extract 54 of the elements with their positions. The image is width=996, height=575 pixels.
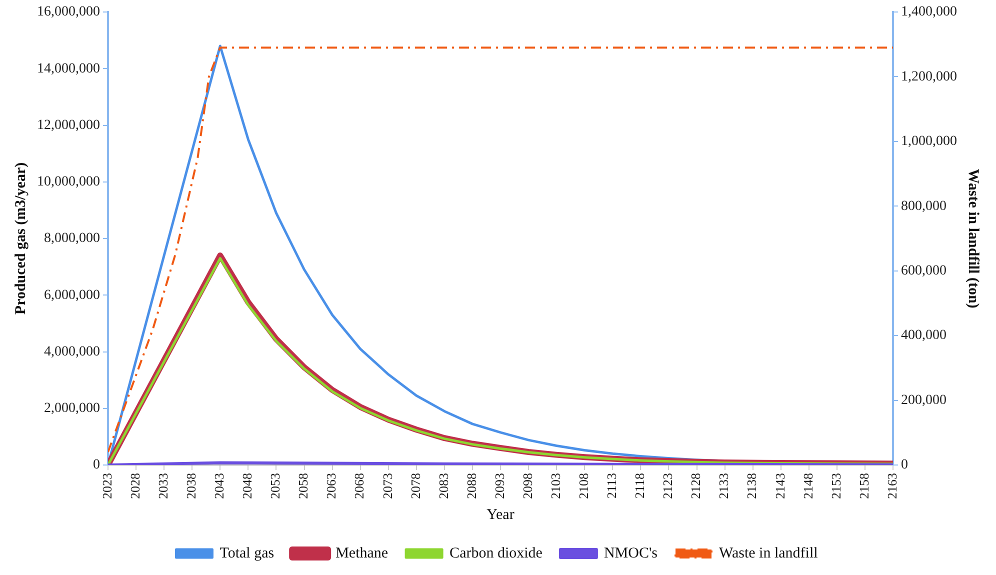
x-tick-label: 2083 (436, 473, 451, 499)
y2-tick-label: 400,000 (901, 328, 946, 344)
y-tick-label: 14,000,000 (37, 61, 100, 76)
x-tick-label: 2103 (548, 473, 563, 499)
legend-label: Total gas (220, 545, 274, 562)
x-tick-label: 2118 (632, 473, 648, 499)
x-tick-label: 2038 (184, 473, 199, 499)
y-tick-label: 8,000,000 (44, 231, 100, 246)
x-tick-label: 2068 (352, 473, 367, 499)
x-tick-label: 2133 (716, 473, 732, 499)
y-tick-label: 2,000,000 (44, 401, 100, 416)
x-tick-label: 2043 (212, 473, 227, 499)
y2-tick-label: 200,000 (901, 392, 946, 408)
x-tick-label: 2028 (127, 473, 142, 499)
legend-label: Carbon dioxide (450, 545, 543, 562)
y2-tick-label: 1,000,000 (901, 134, 957, 150)
x-tick-label: 2088 (464, 473, 479, 499)
x-tick-label: 2048 (240, 473, 255, 499)
x-tick-label: 2128 (688, 473, 704, 499)
y2-tick-label: 800,000 (901, 198, 946, 214)
x-axis-title: Year (486, 506, 514, 523)
y-tick-label: 4,000,000 (44, 344, 100, 360)
y-axis-title: Produced gas (m3/year) (12, 162, 29, 315)
x-tick-label: 2138 (744, 473, 760, 499)
x-tick-label: 2073 (380, 473, 395, 499)
y2-tick-label: 1,200,000 (901, 69, 957, 84)
x-tick-label: 2098 (520, 473, 535, 499)
x-tick-label: 2143 (772, 473, 788, 499)
x-tick-label: 2123 (660, 473, 676, 499)
legend-label: NMOC's (604, 545, 658, 562)
y2-tick-label: 0 (901, 458, 908, 473)
legend-label: Methane (336, 545, 388, 562)
x-tick-label: 2058 (296, 473, 311, 499)
x-tick-label: 2053 (268, 473, 283, 499)
legend-label: Waste in landfill (719, 545, 818, 562)
y-tick-label: 16,000,000 (37, 4, 100, 20)
y-tick-label: 10,000,000 (37, 174, 100, 190)
x-tick-label: 2033 (155, 473, 170, 499)
x-tick-label: 2078 (408, 473, 423, 499)
x-tick-label: 2148 (800, 473, 816, 499)
x-tick-label: 2023 (99, 473, 114, 499)
x-tick-label: 2063 (324, 473, 339, 499)
x-tick-label: 2113 (604, 473, 620, 499)
x-tick-label: 2108 (576, 473, 592, 499)
y2-tick-label: 600,000 (901, 264, 946, 279)
x-tick-label: 2153 (828, 473, 844, 499)
x-tick-label: 2158 (856, 473, 872, 499)
y2-axis-title: Waste in landfill (ton) (965, 168, 982, 308)
y-tick-label: 12,000,000 (37, 118, 100, 133)
x-tick-label: 2163 (884, 473, 900, 499)
y-tick-label: 6,000,000 (44, 288, 100, 303)
y-tick-label: 0 (93, 458, 100, 473)
x-tick-label: 2093 (492, 473, 507, 499)
y2-tick-label: 1,400,000 (901, 4, 957, 20)
